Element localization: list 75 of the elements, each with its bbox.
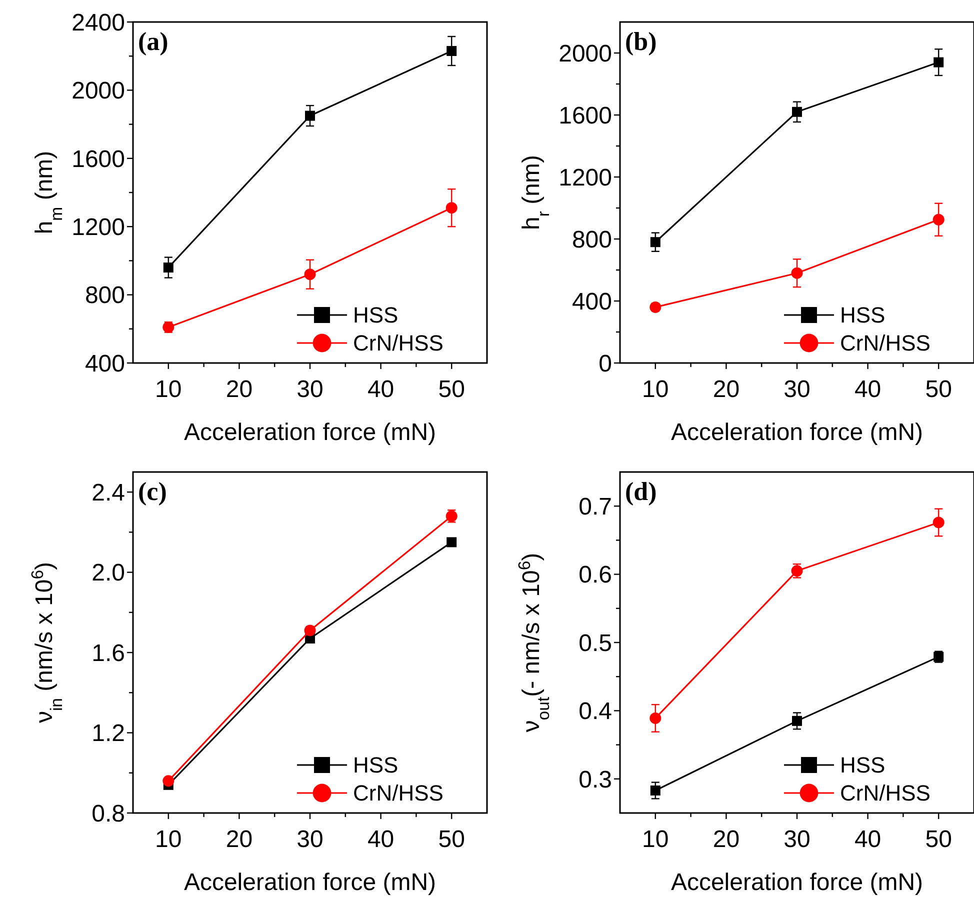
x-tick-label: 40 [854, 826, 882, 853]
x-tick-label: 50 [925, 376, 952, 403]
x-axis-title: Acceleration force (mN) [670, 419, 924, 446]
y-tick-label: 0 [598, 350, 612, 378]
point [650, 785, 660, 796]
y-tick-label: 1.2 [92, 720, 125, 748]
x-tick-label: 20 [226, 826, 253, 853]
legend-label: CrN/HSS [840, 780, 930, 806]
y-tick-label: 0.8 [92, 800, 125, 828]
y-tick-label: 1600 [72, 146, 125, 173]
point [446, 537, 457, 548]
point [304, 624, 316, 636]
x-tick-label: 20 [226, 376, 253, 403]
y-tick-label: 1200 [72, 214, 125, 241]
x-axis-title: Acceleration force (mN) [184, 419, 436, 446]
y-tick-label: 0.7 [578, 494, 612, 520]
annotation: (b) [625, 27, 657, 56]
x-tick-label: 30 [296, 826, 324, 853]
y-tick-label: 1.6 [92, 640, 125, 667]
x-tick-label: 10 [642, 376, 669, 403]
x-tick-label: 50 [438, 376, 465, 403]
point [932, 516, 944, 528]
y-tick-label: 1200 [558, 164, 612, 192]
x-tick-label: 10 [155, 376, 182, 403]
y-tick-label: 2000 [558, 40, 612, 68]
x-tick-label: 10 [155, 826, 182, 853]
legend-label: HSS [353, 752, 398, 778]
x-tick-label: 50 [925, 826, 952, 853]
x-tick-label: 30 [784, 376, 810, 403]
x-tick-label: 30 [784, 826, 810, 853]
point [650, 712, 662, 724]
x-tick-label: 40 [367, 376, 394, 403]
y-tick-label: 1600 [558, 102, 612, 130]
point [162, 775, 174, 787]
legend-label: HSS [840, 302, 886, 328]
x-tick-label: 40 [854, 376, 882, 403]
x-tick-label: 40 [367, 826, 394, 853]
point [446, 46, 457, 56]
legend-label: HSS [353, 302, 398, 328]
point [163, 262, 174, 273]
y-tick-label: 2400 [72, 9, 125, 36]
x-axis-title: Acceleration force (mN) [670, 869, 924, 896]
annotation: (d) [625, 477, 657, 506]
legend-label: CrN/HSS [840, 330, 930, 356]
y-tick-label: 800 [84, 282, 125, 310]
point [791, 267, 803, 279]
x-axis-title: Acceleration force (mN) [184, 869, 436, 896]
point [304, 268, 316, 280]
point [446, 202, 458, 214]
y-tick-label: 400 [572, 288, 612, 316]
y-tick-label: 400 [84, 350, 125, 378]
y-tick-label: 2000 [72, 78, 125, 105]
point [792, 716, 802, 726]
point [932, 214, 944, 226]
point [650, 237, 660, 248]
legend-label: CrN/HSS [353, 780, 444, 806]
y-tick-label: 2.0 [92, 560, 125, 587]
annotation: (a) [138, 27, 168, 56]
y-tick-label: 800 [572, 226, 612, 254]
point [305, 110, 315, 121]
y-tick-label: 2.4 [92, 479, 125, 506]
y-tick-label: 0.3 [578, 766, 612, 794]
x-tick-label: 30 [296, 376, 324, 403]
x-tick-label: 20 [712, 826, 740, 853]
x-tick-label: 10 [642, 826, 669, 853]
x-tick-label: 20 [712, 376, 740, 403]
point [934, 57, 944, 68]
annotation: (c) [138, 477, 167, 506]
x-tick-label: 50 [438, 826, 465, 853]
y-tick-label: 0.4 [578, 698, 612, 726]
y-tick-label: 0.5 [578, 630, 612, 657]
legend-label: CrN/HSS [353, 330, 444, 356]
point [792, 106, 802, 117]
legend-label: HSS [840, 752, 886, 778]
y-tick-label: 0.6 [578, 562, 612, 589]
